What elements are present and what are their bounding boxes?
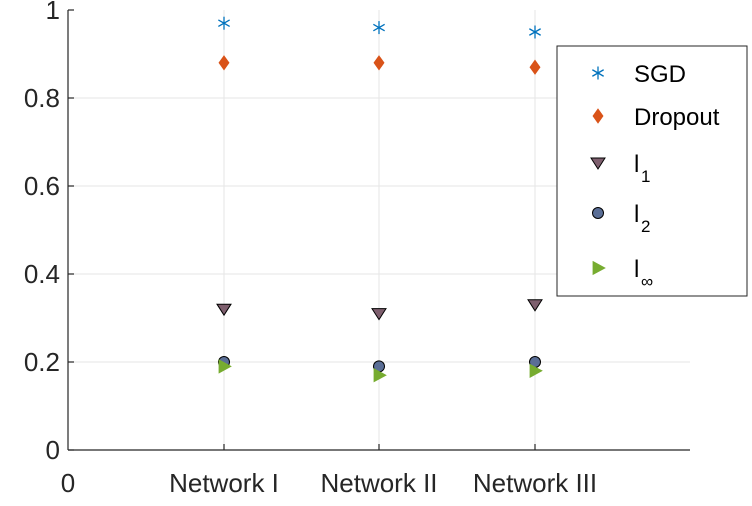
y-tick-label: 0.4 [24, 259, 60, 289]
asterisk-stroke [218, 19, 230, 28]
x-tick-label: Network I [169, 468, 279, 498]
data-point-series-5 [529, 363, 543, 378]
data-point-series-2 [373, 55, 385, 71]
legend-label: Dropout [634, 104, 720, 131]
legend-label: l [634, 256, 639, 283]
data-point-series-1 [529, 25, 541, 39]
axes [67, 9, 690, 451]
data-marks [216, 16, 543, 383]
x-tick-label: Network II [320, 468, 437, 498]
y-tick-label: 0.6 [24, 171, 60, 201]
legend-marker [592, 207, 604, 219]
legend-label: SGD [634, 61, 686, 88]
x-origin-label: 0 [61, 468, 75, 498]
data-point-series-1 [218, 16, 230, 30]
y-tick-label: 0.2 [24, 347, 60, 377]
x-tick-label: Network III [473, 468, 597, 498]
legend-marker [592, 260, 606, 276]
legend-box [556, 45, 748, 297]
data-point-series-3 [216, 303, 232, 317]
data-point-series-3 [371, 308, 387, 321]
data-point-series-5 [218, 359, 232, 374]
grid [68, 10, 690, 450]
legend-marker [590, 157, 606, 170]
legend-label-subscript: ∞ [641, 272, 653, 291]
asterisk-stroke [592, 69, 604, 77]
data-point-series-1 [373, 21, 385, 35]
data-point-series-2 [218, 55, 230, 71]
legend-label-subscript: 2 [641, 217, 650, 236]
y-tick-label: 0.8 [24, 83, 60, 113]
legend-label: l [634, 151, 639, 178]
data-point-series-3 [527, 299, 543, 312]
legend-label-subscript: 1 [641, 167, 650, 186]
legend-marker [592, 108, 604, 124]
y-tick-label: 0 [46, 435, 60, 465]
data-point-series-2 [529, 59, 541, 75]
data-point-series-5 [373, 368, 387, 383]
asterisk-stroke [529, 28, 541, 36]
y-tick-labels: 0 0.2 0.4 0.6 0.8 1 [24, 0, 60, 465]
legend-marker [592, 66, 604, 80]
legend-label: l [634, 201, 639, 228]
x-tick-labels: 0 Network I Network II Network III [61, 468, 597, 498]
asterisk-stroke [373, 23, 385, 32]
y-tick-label: 1 [46, 0, 60, 25]
